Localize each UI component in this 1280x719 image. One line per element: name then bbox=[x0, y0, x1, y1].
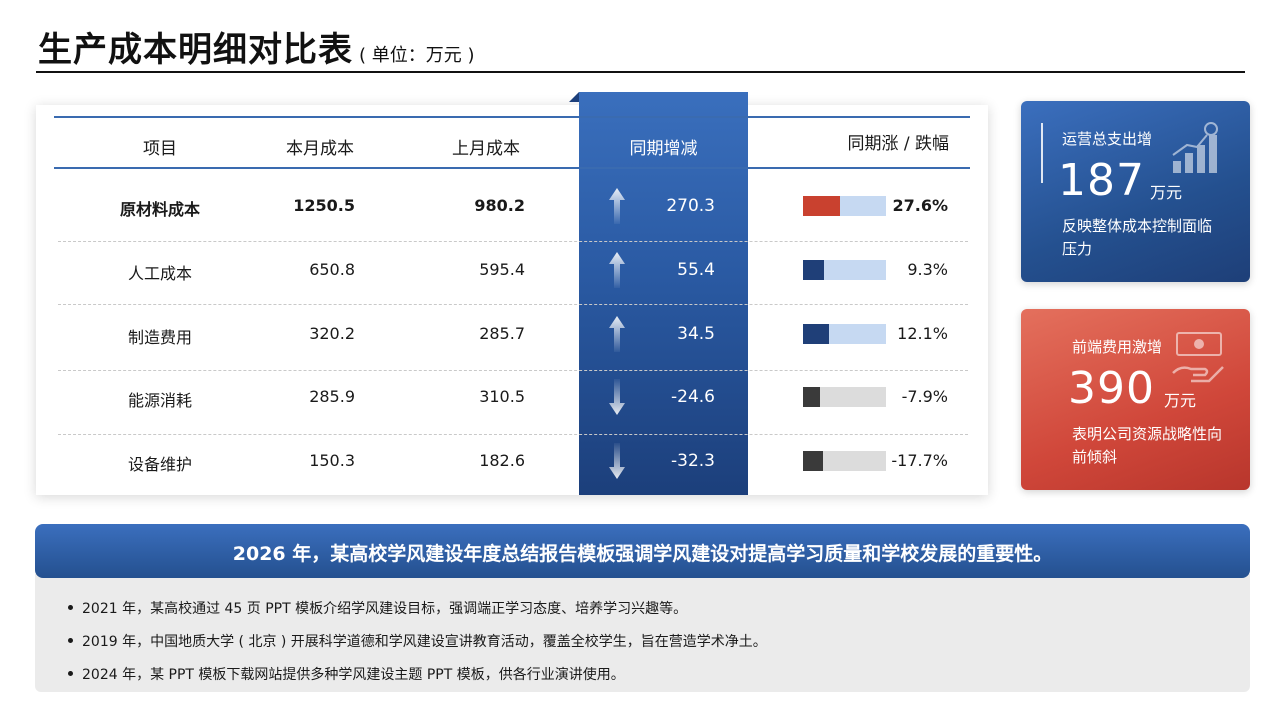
growth-chart-icon bbox=[1172, 122, 1218, 173]
note-text: 2021 年，某高校通过 45 页 PPT 模板介绍学风建设目标，强调端正学习态… bbox=[82, 601, 688, 617]
kpi-label: 运营总支出增 bbox=[1062, 130, 1153, 148]
note-text: 2019 年，中国地质大学 ( 北京 ) 开展科学道德和学风建设宣讲教育活动，覆… bbox=[82, 634, 767, 650]
row-item-name: 原材料成本 bbox=[119, 200, 200, 219]
kpi-label: 前端费用激增 bbox=[1072, 338, 1163, 356]
row-divider bbox=[58, 370, 968, 371]
percent-bar-fill bbox=[803, 260, 824, 280]
row-item-name: 设备维护 bbox=[127, 455, 192, 474]
percent-bar-track bbox=[803, 324, 886, 344]
note-item: 2021 年，某高校通过 45 页 PPT 模板介绍学风建设目标，强调端正学习态… bbox=[68, 598, 687, 618]
percent-bar-fill bbox=[803, 451, 823, 471]
row-percent-value: -7.9% bbox=[901, 387, 948, 406]
page-header: 生产成本明细对比表 ( 单位：万元 ) bbox=[38, 22, 475, 71]
percent-bar-fill bbox=[803, 387, 821, 407]
row-current-cost: 650.8 bbox=[309, 260, 355, 279]
row-change-value: -32.3 bbox=[671, 451, 715, 471]
note-text: 2024 年，某 PPT 模板下载网站提供多种学风建设主题 PPT 模板，供各行… bbox=[82, 667, 625, 683]
kpi-description: 表明公司资源战略性向前倾斜 bbox=[1072, 425, 1223, 466]
kpi-accent-line bbox=[1041, 123, 1043, 183]
header-percent: 同期涨 / 跌幅 bbox=[847, 134, 949, 154]
row-previous-cost: 182.6 bbox=[479, 451, 525, 470]
row-percent-value: -17.7% bbox=[891, 451, 948, 470]
bullet-icon bbox=[68, 637, 73, 643]
row-change-value: -24.6 bbox=[671, 387, 715, 407]
row-change-value: 34.5 bbox=[677, 324, 715, 344]
note-item: 2019 年，中国地质大学 ( 北京 ) 开展科学道德和学风建设宣讲教育活动，覆… bbox=[68, 631, 767, 651]
header-item: 项目 bbox=[143, 139, 177, 159]
row-percent-value: 9.3% bbox=[907, 260, 948, 279]
row-current-cost: 285.9 bbox=[309, 387, 355, 406]
row-current-cost: 150.3 bbox=[309, 451, 355, 470]
arrow-up-icon bbox=[609, 188, 625, 224]
row-current-cost: 320.2 bbox=[309, 324, 355, 343]
percent-bar-fill bbox=[803, 196, 840, 216]
cost-table-card bbox=[36, 105, 988, 495]
row-current-cost: 1250.5 bbox=[293, 196, 355, 215]
highlight-column-notch bbox=[569, 92, 579, 102]
header-change: 同期增减 bbox=[629, 139, 698, 159]
row-previous-cost: 595.4 bbox=[479, 260, 525, 279]
kpi-value: 390 bbox=[1068, 363, 1155, 414]
percent-bar-track bbox=[803, 451, 886, 471]
percent-bar-track bbox=[803, 387, 886, 407]
kpi-card-frontend: 前端费用激增 390 万元 表明公司资源战略性向前倾斜 bbox=[1021, 309, 1250, 490]
kpi-card-operating: 运营总支出增 187 万元 反映整体成本控制面临压力 bbox=[1021, 101, 1250, 282]
arrow-down-icon bbox=[609, 379, 625, 415]
unit-label: ( 单位：万元 ) bbox=[359, 45, 475, 66]
header-top-rule bbox=[54, 116, 970, 118]
row-change-value: 55.4 bbox=[677, 260, 715, 280]
row-item-name: 制造费用 bbox=[127, 328, 192, 347]
headline-text: 2026 年，某高校学风建设年度总结报告模板强调学风建设对提高学习质量和学校发展… bbox=[232, 543, 1053, 565]
header-current-cost: 本月成本 bbox=[286, 139, 354, 159]
arrow-up-icon bbox=[609, 316, 625, 352]
row-percent-value: 12.1% bbox=[897, 324, 948, 343]
arrow-down-icon bbox=[609, 443, 625, 479]
percent-bar-track bbox=[803, 260, 886, 280]
percent-bar-fill bbox=[803, 324, 829, 344]
row-previous-cost: 980.2 bbox=[474, 196, 525, 215]
bullet-icon bbox=[68, 670, 73, 676]
row-percent-value: 27.6% bbox=[892, 196, 948, 215]
note-item: 2024 年，某 PPT 模板下载网站提供多种学风建设主题 PPT 模板，供各行… bbox=[68, 664, 625, 684]
row-change-value: 270.3 bbox=[666, 196, 715, 216]
row-item-name: 人工成本 bbox=[127, 264, 192, 283]
row-divider bbox=[58, 434, 968, 435]
kpi-unit: 万元 bbox=[1150, 183, 1183, 202]
cash-hand-icon bbox=[1172, 332, 1224, 383]
header-previous-cost: 上月成本 bbox=[452, 139, 520, 159]
row-previous-cost: 310.5 bbox=[479, 387, 525, 406]
page-title: 生产成本明细对比表 bbox=[38, 30, 353, 70]
kpi-value: 187 bbox=[1058, 155, 1145, 206]
percent-bar-track bbox=[803, 196, 886, 216]
row-divider bbox=[58, 304, 968, 305]
change-column-highlight bbox=[579, 92, 748, 495]
row-item-name: 能源消耗 bbox=[127, 391, 192, 410]
arrow-up-icon bbox=[609, 252, 625, 288]
header-bottom-rule bbox=[54, 167, 970, 169]
notes-panel bbox=[35, 574, 1250, 692]
headline-banner: 2026 年，某高校学风建设年度总结报告模板强调学风建设对提高学习质量和学校发展… bbox=[35, 524, 1250, 578]
kpi-unit: 万元 bbox=[1164, 391, 1197, 410]
row-previous-cost: 285.7 bbox=[479, 324, 525, 343]
bullet-icon bbox=[68, 604, 73, 610]
title-divider bbox=[36, 71, 1245, 73]
kpi-description: 反映整体成本控制面临压力 bbox=[1062, 217, 1213, 258]
row-divider bbox=[58, 241, 968, 242]
